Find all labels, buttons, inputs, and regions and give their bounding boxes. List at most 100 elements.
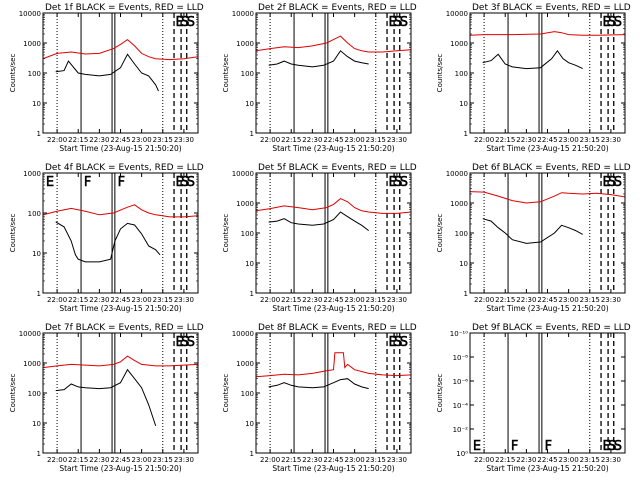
y-tick-label: 100 [28, 70, 41, 78]
plot-frame [42, 172, 199, 294]
x-tick-label: 22:45 [323, 136, 343, 144]
x-tick-label: 23:30 [601, 136, 621, 144]
x-tick-label: 23:15 [366, 456, 386, 464]
marker-letter: S [187, 175, 195, 190]
x-axis-label: Start Time (23-Aug-15 21:50:20) [272, 304, 394, 313]
marker-letter: S [608, 439, 616, 454]
x-tick-label: 23:30 [387, 456, 407, 464]
y-tick-label: 10000 [232, 10, 254, 18]
plot-frame [469, 172, 626, 294]
marker-letter: S [614, 175, 622, 190]
x-tick-label: 23:30 [601, 456, 621, 464]
y-tick-label: 1 [250, 130, 254, 138]
plot-frame [255, 172, 412, 294]
x-tick-label: 23:00 [345, 136, 365, 144]
y-axis-label: Counts/sec [222, 374, 230, 413]
y-tick-label: 10000 [446, 10, 468, 18]
x-tick-label: 23:00 [132, 136, 152, 144]
marker-letter: S [608, 175, 616, 190]
y-tick-label: 10⁻⁴ [453, 402, 469, 410]
y-axis-label: Counts/sec [222, 54, 230, 93]
x-axis-label: Start Time (23-Aug-15 21:50:20) [272, 464, 394, 473]
x-tick-label: 22:30 [516, 296, 536, 304]
x-tick-label: 22:00 [260, 456, 280, 464]
marker-letter: E [602, 439, 610, 454]
x-tick-label: 22:45 [323, 296, 343, 304]
y-tick-label: 100 [455, 70, 468, 78]
x-tick-label: 23:15 [366, 136, 386, 144]
marker-letter: E [388, 15, 396, 30]
lld-line [256, 198, 411, 214]
x-tick-label: 23:30 [174, 456, 194, 464]
events-line [55, 368, 157, 427]
detector-panel: Det 1f BLACK = Events, RED = LLD 1 10 100 10… [9, 3, 204, 153]
lld-line [256, 35, 411, 53]
data-series-group [43, 204, 198, 263]
marker-letter: S [614, 439, 622, 454]
y-tick-label: 1 [464, 290, 468, 298]
y-axis-label: Counts/sec [9, 54, 17, 93]
x-tick-label: 23:00 [559, 296, 579, 304]
y-tick-label: 1000 [23, 360, 41, 368]
panel-title: Det 9f BLACK = Events, RED = LLD [472, 323, 631, 333]
x-tick-label: 23:15 [580, 136, 600, 144]
x-tick-label: 22:45 [537, 136, 557, 144]
x-tick-label: 22:15 [495, 296, 515, 304]
lld-line [43, 355, 198, 369]
panel-title: Det 7f BLACK = Events, RED = LLD [45, 323, 204, 333]
y-tick-label: 100 [241, 70, 254, 78]
y-tick-label: 100 [455, 230, 468, 238]
x-tick-label: 23:15 [580, 456, 600, 464]
x-tick-label: 23:30 [387, 296, 407, 304]
y-tick-label: 10000 [19, 330, 41, 338]
x-tick-label: 22:00 [474, 136, 494, 144]
y-tick-label: 1000 [23, 170, 41, 178]
data-series-group [43, 355, 198, 427]
panel-title: Det 2f BLACK = Events, RED = LLD [258, 3, 417, 13]
detector-panel: Det 7f BLACK = Events, RED = LLD 1 10 100 10… [9, 323, 204, 473]
x-tick-label: 22:15 [281, 296, 301, 304]
y-tick-label: 10 [245, 420, 254, 428]
marker-letter: S [614, 15, 622, 30]
data-series-group [256, 35, 411, 68]
y-tick-label: 1 [37, 290, 41, 298]
panel-title: Det 1f BLACK = Events, RED = LLD [45, 3, 204, 13]
x-tick-label: 23:00 [132, 456, 152, 464]
x-axis-label: Start Time (23-Aug-15 21:50:20) [272, 144, 394, 153]
plot-frame [469, 332, 626, 454]
x-tick-label: 23:00 [559, 456, 579, 464]
marker-letter: S [187, 335, 195, 350]
lld-line [43, 38, 198, 61]
marker-letter: S [394, 15, 402, 30]
x-tick-label: 23:30 [174, 136, 194, 144]
x-tick-label: 22:30 [89, 456, 109, 464]
x-tick-label: 23:30 [387, 136, 407, 144]
x-axis-label: Start Time (23-Aug-15 21:50:20) [486, 304, 608, 313]
events-line [482, 218, 583, 244]
data-series-group [470, 191, 625, 244]
x-tick-label: 22:15 [495, 456, 515, 464]
y-tick-label: 10000 [232, 170, 254, 178]
marker-letter: S [400, 15, 408, 30]
y-tick-label: 10⁻⁶ [453, 378, 469, 386]
y-axis-label: Counts/sec [436, 214, 444, 253]
marker-letter: S [181, 335, 189, 350]
y-tick-label: 10⁻² [453, 426, 469, 434]
x-tick-label: 22:00 [47, 296, 67, 304]
lld-line [256, 352, 411, 378]
x-tick-label: 22:00 [474, 456, 494, 464]
events-line [55, 221, 161, 263]
y-tick-label: 10 [32, 250, 41, 258]
y-tick-label: 10 [32, 420, 41, 428]
y-tick-label: 10 [459, 260, 468, 268]
y-tick-label: 10⁻¹⁰ [450, 330, 468, 338]
x-tick-label: 22:00 [47, 456, 67, 464]
x-tick-label: 22:15 [68, 296, 88, 304]
lld-line [470, 31, 625, 36]
plot-frame [469, 12, 626, 134]
x-tick-label: 22:00 [474, 296, 494, 304]
y-tick-label: 1 [37, 450, 41, 458]
plot-frame [42, 12, 199, 134]
events-line [268, 50, 369, 68]
